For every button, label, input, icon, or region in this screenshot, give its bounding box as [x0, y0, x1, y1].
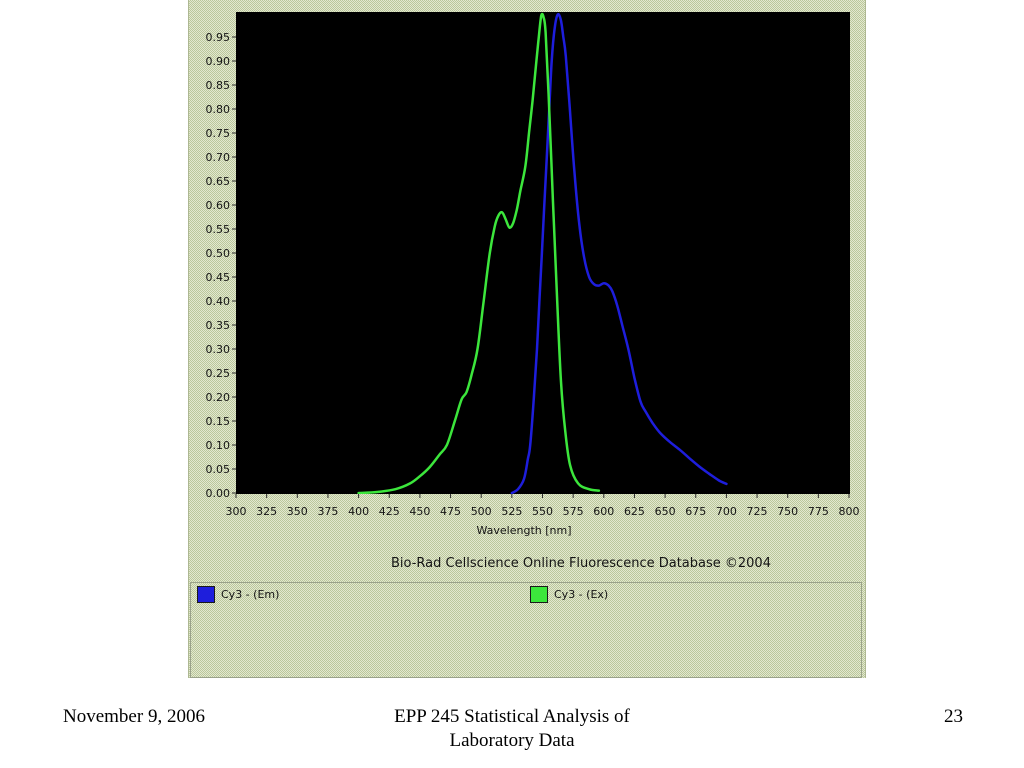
x-tick-label: 525 — [501, 505, 522, 518]
y-tick-label: 0.15 — [206, 415, 231, 428]
footer-title-line-1: EPP 245 Statistical Analysis of — [394, 706, 630, 727]
y-tick-label: 0.70 — [206, 151, 231, 164]
series-layer — [357, 12, 728, 494]
y-tick-label: 0.00 — [206, 487, 231, 500]
source-caption: Bio-Rad Cellscience Online Fluorescence … — [391, 556, 771, 571]
series-line-cy3-em — [510, 12, 728, 494]
x-tick-label: 675 — [685, 505, 706, 518]
y-tick-label: 0.65 — [206, 175, 231, 188]
x-tick-label: 475 — [440, 505, 461, 518]
x-tick-label: 375 — [317, 505, 338, 518]
x-tick-label: 300 — [226, 505, 247, 518]
chart-panel: 300 325 350 375 400 425 450 475 500 525 550 575 600 6… — [188, 0, 866, 678]
footer-title: EPP 245 Statistical Analysis of Laborato… — [337, 705, 687, 753]
x-tick-label: 400 — [348, 505, 369, 518]
spectrum-chart: 300 325 350 375 400 425 450 475 500 525 550 575 600 6… — [206, 12, 860, 571]
y-tick-label: 0.40 — [206, 295, 231, 308]
legend-swatch — [197, 586, 215, 603]
x-tick-label: 450 — [409, 505, 430, 518]
x-tick-label: 700 — [716, 505, 737, 518]
legend-label: Cy3 - (Em) — [221, 588, 280, 601]
x-tick-label: 575 — [563, 505, 584, 518]
x-tick-label: 750 — [777, 505, 798, 518]
y-tick-label: 0.05 — [206, 463, 231, 476]
x-tick-label: 600 — [593, 505, 614, 518]
x-tick-label: 725 — [747, 505, 768, 518]
y-tick-label: 0.45 — [206, 271, 231, 284]
x-tick-label: 550 — [532, 505, 553, 518]
y-tick-label: 0.35 — [206, 319, 231, 332]
x-tick-label: 650 — [655, 505, 676, 518]
x-tick-label: 350 — [287, 505, 308, 518]
y-tick-label: 0.60 — [206, 199, 231, 212]
y-tick-label: 0.25 — [206, 367, 231, 380]
y-tick-label: 0.95 — [206, 31, 231, 44]
y-tick-label: 0.30 — [206, 343, 231, 356]
page-number: 23 — [944, 706, 963, 727]
legend-item-cy3-em: Cy3 - (Em) — [197, 586, 279, 603]
footer-title-line-2: Laboratory Data — [449, 730, 575, 751]
y-tick-label: 0.80 — [206, 103, 231, 116]
legend-swatch — [530, 586, 548, 603]
x-tick-label: 800 — [839, 505, 860, 518]
x-tick-label: 775 — [808, 505, 829, 518]
series-line-cy3-ex — [357, 12, 601, 494]
legend-label: Cy3 - (Ex) — [554, 588, 609, 601]
x-tick-label: 500 — [471, 505, 492, 518]
x-axis-label: Wavelength [nm] — [476, 524, 571, 537]
y-tick-label: 0.10 — [206, 439, 231, 452]
x-tick-label: 425 — [379, 505, 400, 518]
y-tick-label: 0.20 — [206, 391, 231, 404]
x-tick-label: 625 — [624, 505, 645, 518]
legend-item-cy3-ex: Cy3 - (Ex) — [530, 586, 608, 603]
y-tick-label: 0.90 — [206, 55, 231, 68]
y-tick-label: 0.85 — [206, 79, 231, 92]
footer-date: November 9, 2006 — [63, 706, 205, 727]
x-tick-label: 325 — [256, 505, 277, 518]
axis-ticks: 300 325 350 375 400 425 450 475 500 525 550 575 600 6… — [206, 31, 860, 518]
legend: Cy3 - (Em) Cy3 - (Ex) — [190, 582, 862, 678]
y-tick-label: 0.75 — [206, 127, 231, 140]
y-tick-label: 0.50 — [206, 247, 231, 260]
y-tick-label: 0.55 — [206, 223, 231, 236]
